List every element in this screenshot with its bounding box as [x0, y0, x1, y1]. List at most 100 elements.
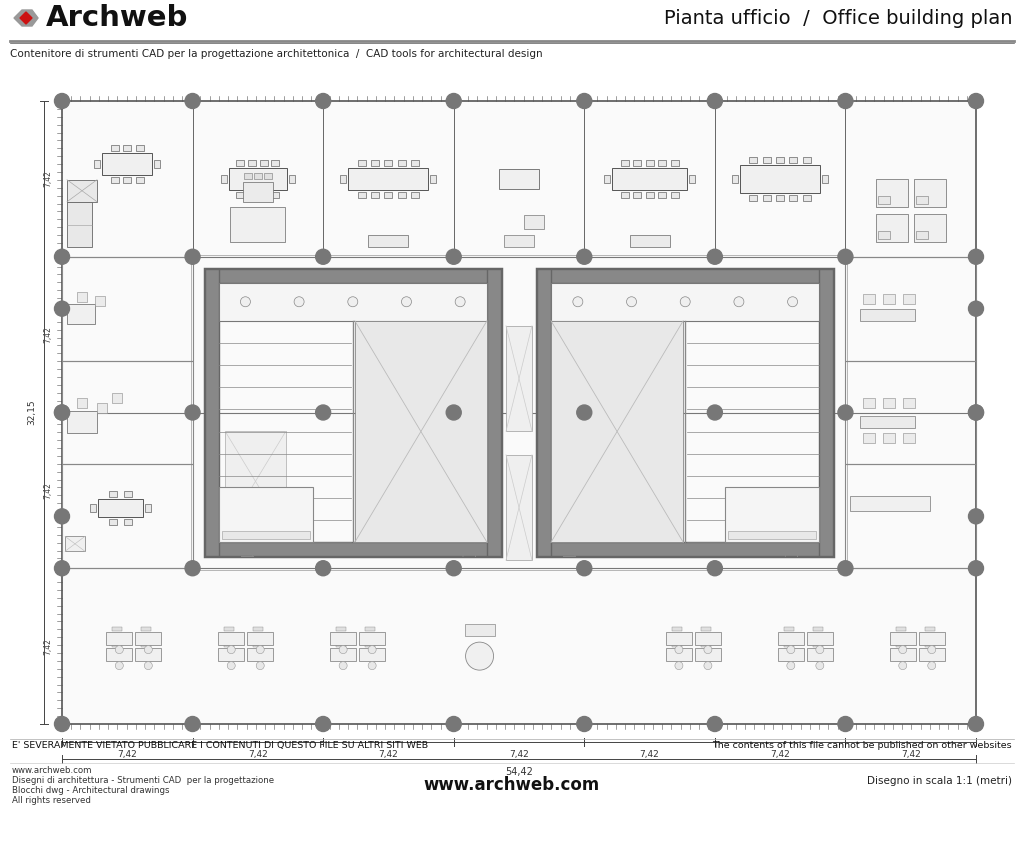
Bar — [359, 631, 385, 644]
Bar — [221, 531, 309, 540]
Text: 7,42: 7,42 — [43, 326, 52, 343]
Bar — [205, 268, 501, 283]
Circle shape — [969, 561, 983, 576]
Bar — [253, 627, 263, 630]
Bar — [728, 531, 816, 540]
Bar — [630, 235, 670, 247]
Bar — [336, 643, 346, 647]
Bar — [237, 160, 245, 166]
Bar — [919, 648, 945, 661]
Bar — [740, 165, 820, 193]
Polygon shape — [20, 12, 32, 24]
Bar — [77, 292, 87, 301]
Text: 7,42: 7,42 — [118, 750, 137, 759]
Bar — [289, 175, 295, 183]
Circle shape — [227, 646, 236, 654]
Circle shape — [144, 646, 153, 654]
Circle shape — [446, 405, 461, 420]
Bar — [860, 308, 915, 320]
Text: E' SEVERAMENTE VIETATO PUBBLICARE I CONTENUTI DI QUESTO FILE SU ALTRI SITI WEB: E' SEVERAMENTE VIETATO PUBBLICARE I CONT… — [12, 741, 428, 750]
Circle shape — [466, 642, 494, 670]
Bar — [913, 178, 946, 207]
Bar — [205, 268, 218, 556]
Text: 7,42: 7,42 — [43, 637, 52, 655]
Bar — [863, 294, 876, 304]
Circle shape — [339, 646, 347, 654]
Circle shape — [446, 716, 461, 732]
Bar — [67, 304, 95, 324]
Bar — [110, 491, 118, 497]
Text: 7,42: 7,42 — [43, 482, 52, 499]
Circle shape — [446, 561, 461, 576]
Circle shape — [708, 716, 722, 732]
Bar — [884, 397, 895, 408]
Bar — [925, 643, 935, 647]
Circle shape — [969, 716, 983, 732]
Bar — [487, 268, 501, 556]
Circle shape — [373, 385, 467, 479]
Bar — [369, 235, 409, 247]
Bar — [551, 320, 683, 542]
Bar — [813, 627, 823, 630]
Bar — [357, 160, 366, 166]
Bar — [205, 268, 501, 556]
Bar — [878, 196, 890, 204]
Bar — [247, 631, 273, 644]
Circle shape — [838, 405, 853, 420]
Circle shape — [787, 297, 798, 307]
Bar — [537, 268, 551, 556]
Bar — [732, 175, 738, 183]
Text: The contents of this file cannot be published on other websites: The contents of this file cannot be publ… — [713, 741, 1012, 750]
Circle shape — [703, 646, 712, 654]
Bar — [336, 627, 346, 630]
Bar — [145, 504, 152, 513]
Bar — [397, 192, 406, 197]
Bar — [524, 215, 544, 229]
Text: All rights reserved: All rights reserved — [12, 796, 91, 805]
Bar — [260, 192, 267, 197]
Circle shape — [838, 561, 853, 576]
Bar — [141, 643, 152, 647]
Circle shape — [256, 662, 264, 669]
Bar — [551, 283, 819, 320]
Bar — [218, 631, 245, 644]
Bar — [537, 268, 834, 556]
Bar — [915, 230, 928, 239]
Circle shape — [144, 662, 153, 669]
Circle shape — [446, 249, 461, 264]
Bar — [102, 153, 153, 175]
Circle shape — [241, 297, 251, 307]
Bar — [221, 175, 227, 183]
Circle shape — [315, 249, 331, 264]
Bar — [330, 631, 356, 644]
Circle shape — [969, 405, 983, 420]
Bar — [77, 397, 87, 408]
Bar — [124, 520, 132, 526]
Bar — [229, 207, 285, 242]
Bar — [371, 160, 379, 166]
Bar — [790, 195, 798, 201]
Circle shape — [315, 716, 331, 732]
Text: Contenitore di strumenti CAD per la progettazione architettonica  /  CAD tools f: Contenitore di strumenti CAD per la prog… — [10, 49, 543, 59]
Bar — [506, 455, 532, 560]
Circle shape — [577, 94, 592, 108]
Bar — [271, 192, 280, 197]
Bar — [612, 168, 687, 190]
Bar — [846, 256, 976, 360]
Bar — [783, 643, 794, 647]
Circle shape — [969, 405, 983, 420]
Bar — [94, 160, 100, 168]
Bar — [205, 542, 501, 556]
Circle shape — [54, 94, 70, 108]
Circle shape — [369, 662, 376, 669]
Bar — [62, 256, 193, 360]
Circle shape — [899, 662, 906, 669]
Circle shape — [116, 662, 123, 669]
Bar — [672, 643, 682, 647]
Bar — [863, 432, 876, 443]
Text: 7,42: 7,42 — [901, 750, 921, 759]
Bar — [136, 145, 143, 151]
Bar — [62, 101, 976, 724]
Bar — [666, 648, 692, 661]
Text: 54,42: 54,42 — [505, 767, 532, 777]
